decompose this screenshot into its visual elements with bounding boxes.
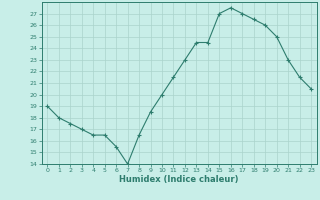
X-axis label: Humidex (Indice chaleur): Humidex (Indice chaleur) bbox=[119, 175, 239, 184]
